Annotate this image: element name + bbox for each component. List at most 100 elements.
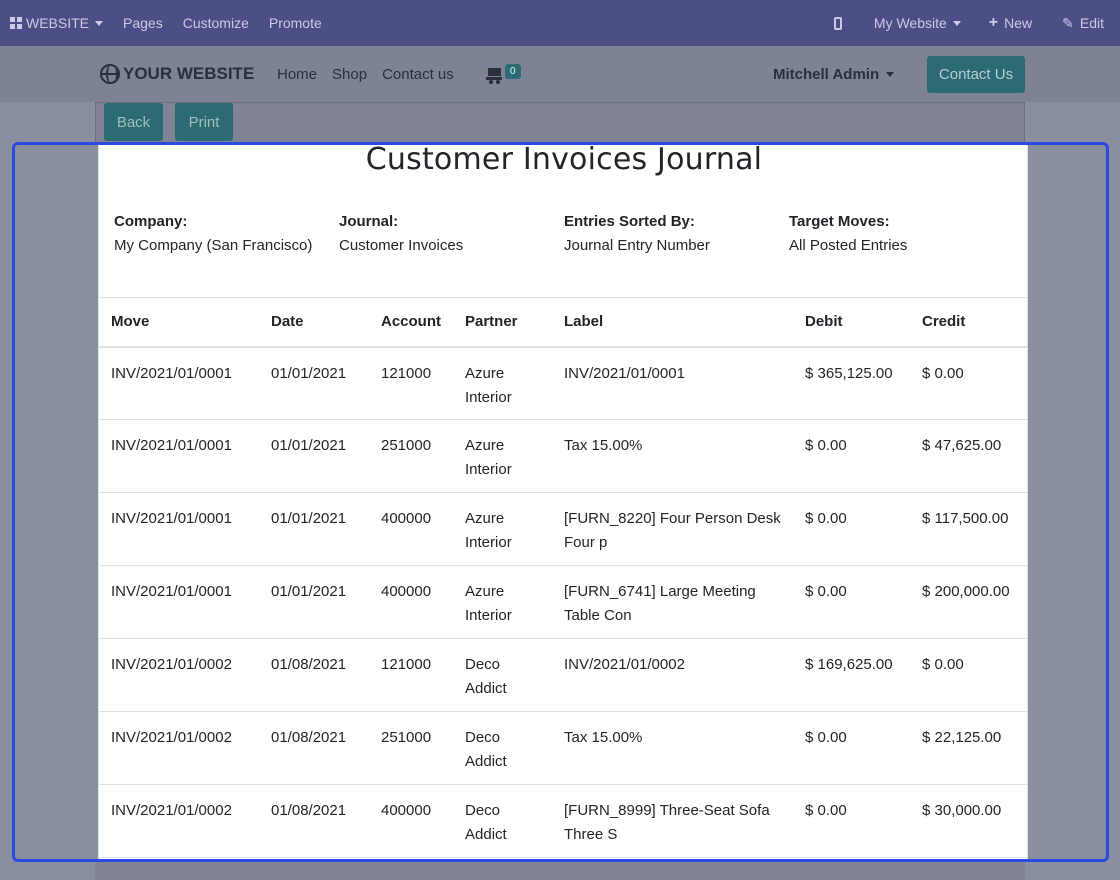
cell-debit: $ 0.00	[793, 419, 910, 493]
cell-date: 01/08/2021	[259, 638, 369, 712]
cell-move: INV/2021/01/0001	[99, 419, 259, 493]
table-header-row: Move Date Account Partner Label Debit Cr…	[99, 297, 1027, 348]
meta-value: All Posted Entries	[789, 237, 908, 254]
cell-account: 400000	[369, 784, 453, 858]
edit-label: Edit	[1079, 15, 1104, 31]
cell-partner: Azure Interior	[453, 346, 552, 420]
table-row: INV/2021/01/0001 01/01/2021 251000 Azure In…	[99, 419, 1027, 493]
cart-count-badge: 0	[505, 64, 521, 79]
cell-credit: $ 30,000.00	[910, 784, 1027, 858]
cell-partner: Azure Interior	[453, 565, 552, 639]
caret-down-icon	[952, 20, 961, 26]
cell-move: INV/2021/01/0002	[99, 784, 259, 858]
meta-journal: Journal: Customer Invoices	[339, 210, 564, 258]
cell-account: 121000	[369, 638, 453, 712]
table-row: INV/2021/01/0001 01/01/2021 121000 Azure In…	[99, 346, 1027, 420]
pages-menu[interactable]: Pages	[123, 15, 163, 31]
cell-partner: Deco Addict	[453, 784, 552, 858]
cell-credit: $ 200,000.00	[910, 565, 1027, 639]
cell-account: 400000	[369, 565, 453, 639]
report-meta: Company: My Company (San Francisco) Jour…	[114, 210, 1014, 258]
site-logo[interactable]: YOUR WEBSITE	[100, 64, 254, 84]
cell-label: Tax 15.00%	[552, 711, 793, 785]
meta-label: Target Moves:	[789, 213, 890, 230]
cell-date: 01/01/2021	[259, 565, 369, 639]
cell-label: Tax 15.00%	[552, 419, 793, 493]
cell-date: 01/01/2021	[259, 346, 369, 420]
customize-menu[interactable]: Customize	[182, 15, 249, 31]
cell-debit: $ 0.00	[793, 784, 910, 858]
cell-debit: $ 0.00	[793, 711, 910, 785]
cell-credit: $ 47,625.00	[910, 419, 1027, 493]
cell-date: 01/08/2021	[259, 784, 369, 858]
column-header-partner: Partner	[453, 297, 552, 348]
caret-down-icon	[95, 20, 104, 26]
cell-label: INV/2021/01/0002	[552, 638, 793, 712]
table-row: INV/2021/01/0001 01/01/2021 400000 Azure In…	[99, 492, 1027, 566]
contact-us-button[interactable]: Contact Us	[927, 56, 1025, 93]
nav-contact-us[interactable]: Contact us	[382, 66, 454, 83]
cell-move: INV/2021/01/0001	[99, 492, 259, 566]
cell-debit: $ 0.00	[793, 492, 910, 566]
cell-account: 121000	[369, 346, 453, 420]
site-header: YOUR WEBSITE Home Shop Contact us 0 Mitc…	[0, 46, 1120, 102]
cell-partner: Deco Addict	[453, 638, 552, 712]
user-menu[interactable]: Mitchell Admin	[773, 66, 895, 83]
cell-move: INV/2021/01/0002	[99, 638, 259, 712]
next-row-peek	[95, 862, 1025, 880]
cell-partner: Azure Interior	[453, 419, 552, 493]
mobile-preview-button[interactable]	[816, 0, 860, 46]
promote-menu[interactable]: Promote	[268, 15, 322, 31]
website-switcher-label: My Website	[873, 15, 947, 31]
cell-debit: $ 0.00	[793, 565, 910, 639]
cell-debit: $ 365,125.00	[793, 346, 910, 420]
meta-value: My Company (San Francisco)	[114, 237, 313, 254]
cell-label: [FURN_6741] Large Meeting Table Con	[552, 565, 793, 639]
column-header-move: Move	[99, 297, 259, 348]
table-row: INV/2021/01/0002 01/08/2021 400000 Deco Add…	[99, 784, 1027, 858]
column-header-date: Date	[259, 297, 369, 348]
website-switcher[interactable]: My Website	[860, 0, 975, 46]
meta-label: Journal:	[339, 213, 399, 230]
print-button[interactable]: Print	[175, 103, 233, 141]
cell-move: INV/2021/01/0001	[99, 565, 259, 639]
edit-button[interactable]: ✎ Edit	[1046, 0, 1120, 46]
cell-credit: $ 0.00	[910, 638, 1027, 712]
website-admin-bar: WEBSITE Pages Customize Promote My Websi…	[0, 0, 1120, 46]
journal-entries-table: Move Date Account Partner Label Debit Cr…	[99, 297, 1027, 858]
table-row: INV/2021/01/0002 01/08/2021 121000 Deco Add…	[99, 638, 1027, 712]
cell-date: 01/01/2021	[259, 492, 369, 566]
cell-debit: $ 169,625.00	[793, 638, 910, 712]
main-nav: Home Shop Contact us	[277, 66, 469, 83]
column-header-label: Label	[552, 297, 793, 348]
cart-link[interactable]: 0	[486, 64, 521, 84]
report-title: Customer Invoices Journal	[365, 142, 763, 177]
new-label: New	[1004, 15, 1033, 31]
user-name: Mitchell Admin	[773, 66, 880, 83]
back-button[interactable]: Back	[104, 103, 163, 141]
meta-company: Company: My Company (San Francisco)	[114, 210, 339, 258]
cell-date: 01/01/2021	[259, 419, 369, 493]
column-header-account: Account	[369, 297, 453, 348]
cell-move: INV/2021/01/0002	[99, 711, 259, 785]
mobile-icon	[833, 16, 842, 30]
table-row: INV/2021/01/0001 01/01/2021 400000 Azure In…	[99, 565, 1027, 639]
column-header-credit: Credit	[910, 297, 1027, 348]
nav-home[interactable]: Home	[277, 66, 318, 83]
cell-label: INV/2021/01/0001	[552, 346, 793, 420]
report-document: Customer Invoices Journal Company: My Co…	[98, 142, 1028, 859]
meta-value: Journal Entry Number	[564, 237, 710, 254]
cell-account: 251000	[369, 419, 453, 493]
cell-move: INV/2021/01/0001	[99, 346, 259, 420]
meta-sorted-by: Entries Sorted By: Journal Entry Number	[564, 210, 789, 258]
meta-label: Entries Sorted By:	[564, 213, 695, 230]
meta-target-moves: Target Moves: All Posted Entries	[789, 210, 1014, 258]
nav-shop[interactable]: Shop	[332, 66, 368, 83]
pencil-icon: ✎	[1062, 14, 1074, 31]
column-header-debit: Debit	[793, 297, 910, 348]
new-button[interactable]: + New	[975, 0, 1046, 46]
website-menu[interactable]: WEBSITE	[0, 0, 113, 46]
cell-label: [FURN_8220] Four Person Desk Four p	[552, 492, 793, 566]
cell-account: 251000	[369, 711, 453, 785]
shopping-cart-icon	[486, 68, 502, 84]
